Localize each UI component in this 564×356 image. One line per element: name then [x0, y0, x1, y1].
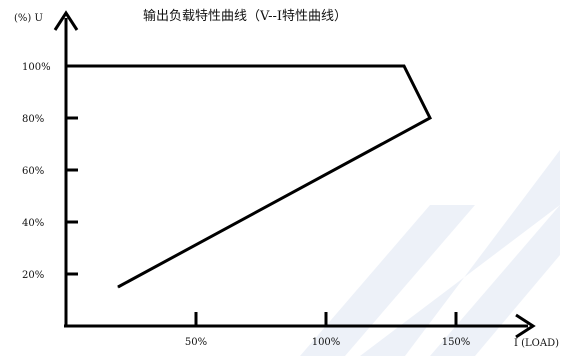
watermark [300, 150, 560, 356]
y-tick-label: 20% [22, 270, 44, 281]
y-axis-arrow [53, 10, 79, 31]
y-tick-label: 100% [22, 62, 51, 73]
vi-curve-line [66, 64, 432, 289]
x-axis-label: I (LOAD) [514, 338, 559, 349]
vi-curve-point-3 [117, 286, 119, 288]
x-axis-arrow [515, 313, 536, 339]
y-tick-label: 40% [22, 218, 44, 229]
y-tick-label: 60% [22, 166, 44, 177]
x-tick-label: 50% [185, 337, 207, 348]
chart-title: 输出负载特性曲线（V--I特性曲线） [143, 8, 347, 24]
x-tick-label: 150% [442, 337, 471, 348]
y-tick-label: 80% [22, 114, 44, 125]
vi-curve-point-2 [429, 117, 431, 119]
y-axis-label: (%) U [14, 13, 43, 24]
x-tick-label: 100% [312, 337, 341, 348]
vi-curve-point-0 [65, 65, 67, 67]
vi-curve-point-1 [403, 65, 405, 67]
